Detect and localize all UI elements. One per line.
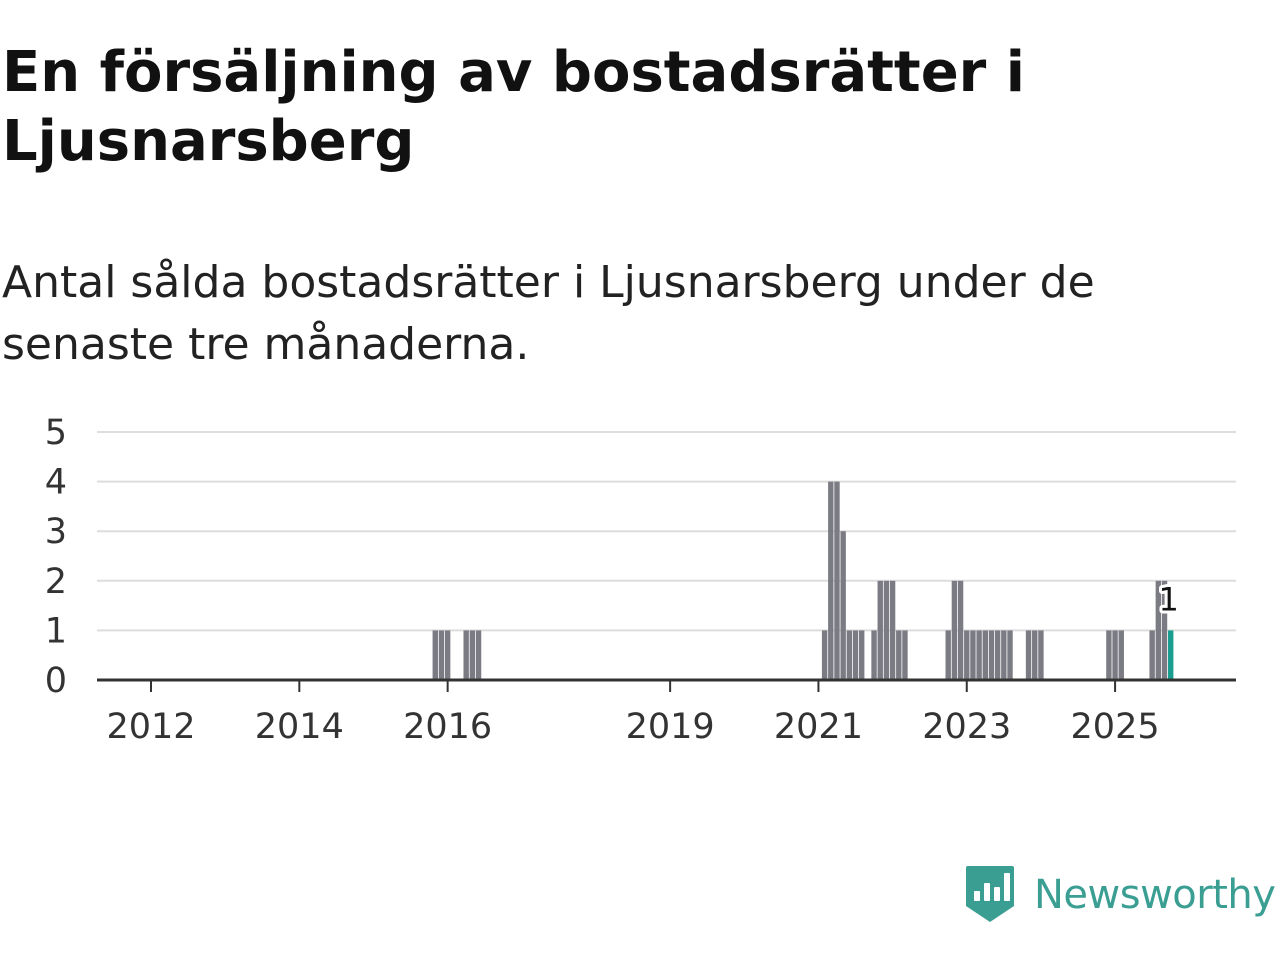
bar (1007, 630, 1013, 680)
bar (970, 630, 976, 680)
bar (883, 580, 890, 680)
bar (1161, 580, 1168, 680)
y-tick-label: 0 (45, 661, 67, 701)
bar (469, 630, 476, 680)
bar (1118, 630, 1124, 680)
bar (846, 630, 853, 680)
bar (840, 531, 846, 680)
y-tick-label: 2 (45, 562, 67, 602)
x-tick-label: 2012 (106, 707, 195, 747)
bar (896, 630, 902, 680)
bar (432, 630, 438, 680)
bar-chart: 0 1 2 3 4 5 2012 2014 2016 2019 2021 2023 2025 1 (45, 413, 1236, 747)
bar (1032, 630, 1038, 680)
y-tick-label: 5 (45, 413, 67, 453)
bar (444, 630, 451, 680)
bar (1149, 630, 1155, 680)
x-tick-label: 2014 (255, 707, 344, 747)
bar (957, 580, 964, 680)
x-tick-label: 2021 (774, 707, 863, 747)
bar (1001, 630, 1007, 680)
bar (951, 580, 958, 680)
y-tick-label: 4 (45, 463, 67, 503)
bar (438, 630, 445, 680)
bar (852, 630, 859, 680)
bar-highlight (1168, 630, 1174, 680)
bar (877, 580, 883, 680)
x-tick-label: 2019 (626, 707, 715, 747)
bar (1106, 630, 1112, 680)
bar (976, 630, 982, 680)
x-tick-label: 2016 (403, 707, 492, 747)
bar (945, 630, 951, 680)
brand-name: Newsworthy (1034, 872, 1276, 918)
bar (834, 481, 840, 680)
y-tick-label: 1 (45, 611, 67, 651)
x-tick-label: 2023 (922, 707, 1011, 747)
x-tick-label: 2025 (1071, 707, 1160, 747)
bar (1038, 630, 1044, 680)
bar (988, 630, 995, 680)
bar (475, 630, 482, 680)
bar (828, 481, 834, 680)
bar (821, 630, 828, 680)
bar (1112, 630, 1118, 680)
bar (982, 630, 988, 680)
bar (994, 630, 1001, 680)
bar (859, 630, 865, 680)
chart-title: En försäljning av bostadsrätter i Ljusna… (2, 40, 1025, 174)
bar (889, 580, 896, 680)
newsworthy-logo-icon (966, 866, 1014, 922)
brand-logo[interactable]: Newsworthy (964, 864, 1276, 926)
bar (1155, 580, 1162, 680)
bar (871, 630, 877, 680)
chart-subtitle: Antal sålda bostadsrätter i Ljusnarsberg… (2, 257, 1095, 370)
bar (964, 630, 970, 680)
bar-value-label: 1 (1159, 580, 1179, 618)
y-tick-label: 3 (45, 512, 67, 552)
bar (1025, 630, 1032, 680)
bar (902, 630, 908, 680)
bar (463, 630, 469, 680)
